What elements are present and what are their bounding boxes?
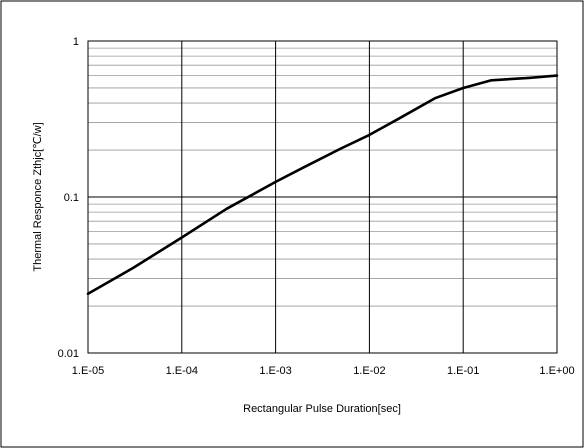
minor-gridlines bbox=[88, 47, 557, 307]
y-tick-label: 0.01 bbox=[58, 348, 79, 360]
series-layer bbox=[86, 74, 559, 296]
x-tick-label: 1.E-01 bbox=[447, 365, 479, 377]
plot-area bbox=[87, 40, 558, 354]
y-tick-label: 1 bbox=[73, 36, 79, 48]
y-tick-labels: 0.01 0.1 1 bbox=[58, 36, 79, 360]
x-tick-label: 1.E+00 bbox=[539, 365, 574, 377]
y-axis-title: Thermal Responce Zthjc[℃/w] bbox=[32, 122, 44, 271]
x-tick-label: 1.E-03 bbox=[259, 365, 291, 377]
x-tick-labels: 1.E-05 1.E-04 1.E-03 1.E-02 1.E-01 1.E+00 bbox=[72, 365, 575, 377]
y-tick-label: 0.1 bbox=[64, 192, 79, 204]
series-line bbox=[86, 74, 559, 296]
x-tick-label: 1.E-02 bbox=[353, 365, 385, 377]
x-axis-title: Rectangular Pulse Duration[sec] bbox=[243, 403, 401, 415]
x-tick-label: 1.E-05 bbox=[72, 365, 104, 377]
x-tick-label: 1.E-04 bbox=[166, 365, 198, 377]
